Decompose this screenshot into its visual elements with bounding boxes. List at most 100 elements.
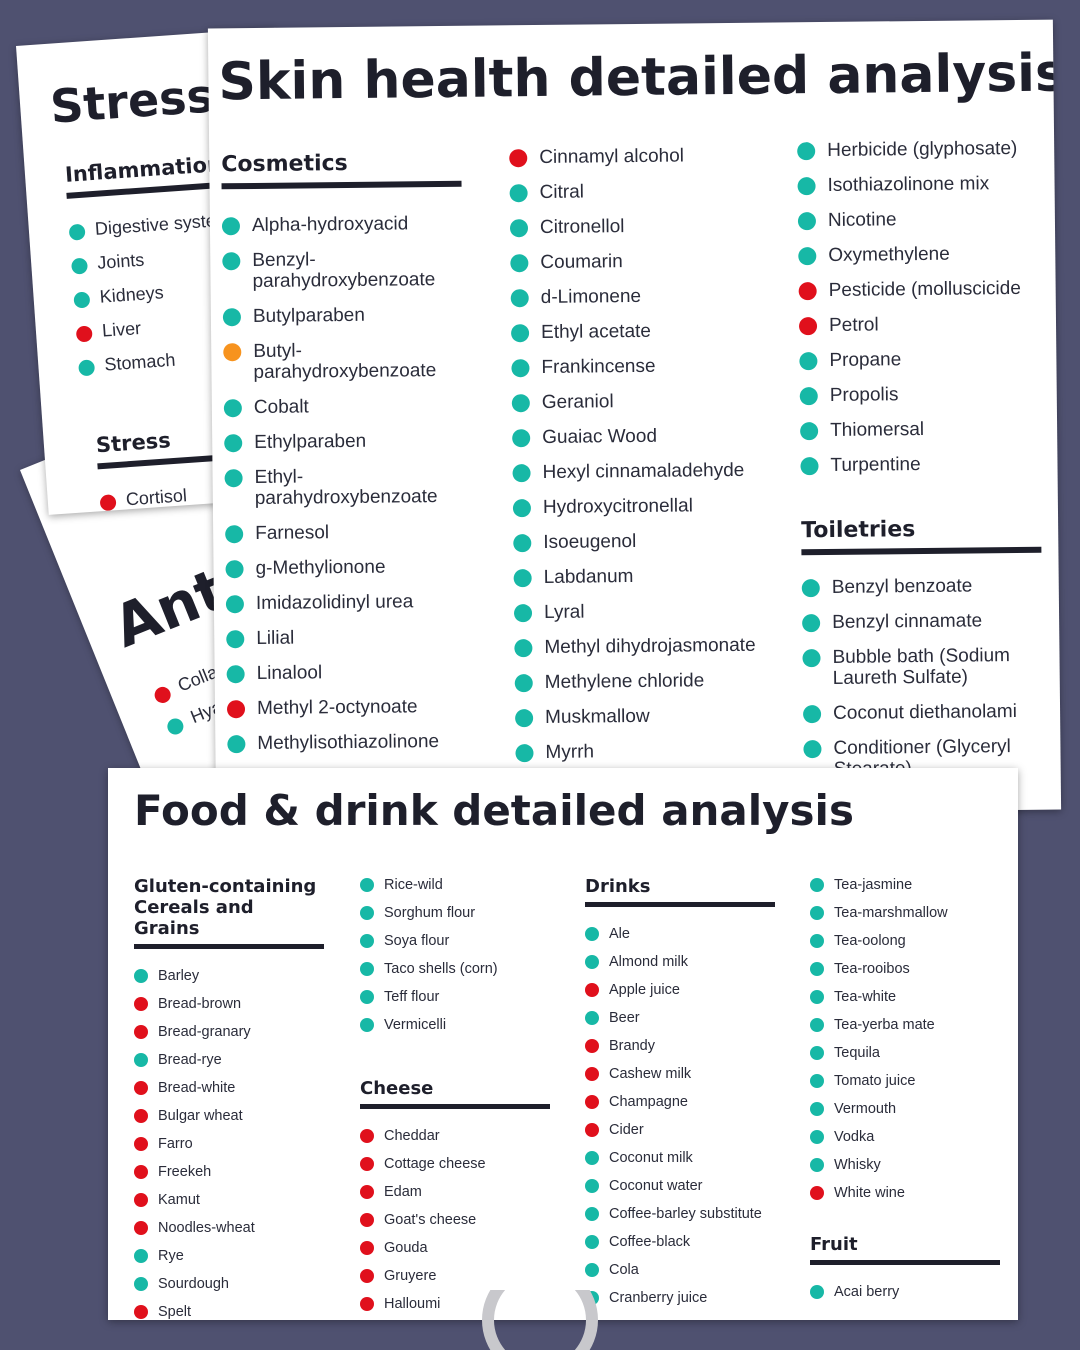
status-dot-icon [810, 1285, 824, 1299]
list-item: Gouda [360, 1239, 550, 1267]
status-dot-icon [70, 257, 89, 275]
item-label: Propane [829, 349, 902, 371]
item-label: Methyl 2-octynoate [256, 696, 418, 719]
item-label: Benzyl-parahydroxybenzoate [252, 249, 436, 292]
list-item: Cola [585, 1261, 775, 1289]
item-label: Rye [158, 1248, 184, 1264]
list-item: Ethyl-parahydroxybenzoate [224, 465, 454, 509]
cosmetics-heading: Cosmetics [221, 149, 462, 190]
status-dot-icon [134, 1109, 148, 1123]
list-item: Coffee-black [585, 1233, 775, 1261]
status-dot-icon [134, 1221, 148, 1235]
item-label: Tea-white [834, 989, 897, 1005]
list-item: Benzyl cinnamate [802, 610, 1042, 634]
list-item: Isothiazolinone mix [797, 173, 1057, 197]
status-dot-icon [75, 325, 93, 343]
status-dot-icon [360, 1018, 374, 1032]
status-dot-icon [810, 1158, 824, 1172]
list-item: Bread-white [134, 1079, 324, 1107]
list-item: Muskmallow [515, 705, 765, 729]
status-dot-icon [585, 1207, 599, 1221]
status-dot-icon [585, 1179, 599, 1193]
list-item: Turpentine [800, 453, 1060, 477]
list-item: Bulgar wheat [134, 1107, 324, 1135]
item-label: Guaiac Wood [542, 425, 658, 448]
list-item: Vermouth [810, 1100, 1000, 1128]
item-label: d-Limonene [540, 285, 642, 308]
item-label: Vodka [834, 1129, 875, 1145]
item-label: Ale [609, 926, 630, 942]
item-label: Isoeugenol [543, 530, 637, 553]
loading-spinner-icon [482, 1290, 598, 1350]
item-label: Halloumi [384, 1296, 441, 1312]
item-label: Barley [158, 968, 200, 984]
list-item: Apple juice [585, 981, 775, 1009]
item-label: Methylisothiazolinone [257, 731, 440, 754]
list-item: Vermicelli [360, 1016, 550, 1044]
item-label: Vermicelli [384, 1017, 447, 1033]
status-dot-icon [134, 1249, 148, 1263]
status-dot-icon [226, 630, 245, 649]
status-dot-icon [585, 1039, 599, 1053]
list-item: d-Limonene [510, 285, 761, 309]
status-dot-icon [810, 1186, 824, 1200]
list-item: Taco shells (corn) [360, 960, 550, 988]
list-item: Coumarin [510, 250, 760, 274]
status-dot-icon [223, 343, 242, 362]
food-drink-title: Food & drink detailed analysis [134, 786, 854, 835]
status-dot-icon [797, 212, 817, 231]
list-item: g-Methylionone [225, 556, 455, 579]
list-item: Tequila [810, 1044, 1000, 1072]
status-dot-icon [513, 534, 532, 553]
status-dot-icon [810, 962, 824, 976]
item-label: Bread-white [158, 1080, 236, 1096]
status-dot-icon [512, 499, 532, 518]
status-dot-icon [513, 604, 533, 623]
item-label: Geraniol [541, 391, 614, 413]
status-dot-icon [360, 1213, 374, 1227]
stress-page-title: Stress [48, 68, 216, 134]
list-item: Ethyl acetate [511, 320, 761, 344]
status-dot-icon [798, 247, 817, 266]
item-label: Cortisol [125, 485, 188, 510]
skin-column-2: Cinnamyl alcohol Citral Citronellol Coumari… [509, 144, 796, 777]
status-dot-icon [224, 434, 243, 453]
item-label: Rice-wild [384, 877, 443, 893]
food-column-4-list: Tea-jasmine Tea-marshmallow Tea-oolong Tea-… [810, 876, 1000, 1212]
list-item: Edam [360, 1183, 550, 1211]
item-label: Soya flour [384, 933, 450, 949]
status-dot-icon [225, 525, 244, 544]
toiletries-heading: Toiletries [801, 515, 1042, 556]
status-dot-icon [511, 394, 530, 413]
status-dot-icon [134, 1193, 148, 1207]
list-item: Cashew milk [585, 1065, 775, 1093]
status-dot-icon [585, 983, 599, 997]
list-item: Linalool [226, 661, 457, 684]
list-item: Vodka [810, 1128, 1000, 1156]
item-label: Goat's cheese [384, 1212, 477, 1228]
status-dot-icon [512, 464, 531, 483]
status-dot-icon [134, 1025, 148, 1039]
status-dot-icon [360, 1129, 374, 1143]
list-item: Noodles-wheat [134, 1219, 324, 1247]
item-label: Gruyere [384, 1268, 437, 1284]
status-dot-icon [585, 1263, 599, 1277]
list-item: Acai berry [810, 1283, 1000, 1311]
status-dot-icon [800, 422, 819, 441]
item-label: Tea-jasmine [834, 877, 913, 893]
item-label: Vermouth [834, 1101, 897, 1117]
fruit-heading: Fruit [810, 1234, 1000, 1265]
list-item: Methyl 2-octynoate [226, 696, 457, 719]
list-item: Champagne [585, 1093, 775, 1121]
status-dot-icon [810, 934, 824, 948]
status-dot-icon [509, 184, 528, 203]
drinks-heading: Drinks [585, 876, 775, 907]
list-item: Ale [585, 925, 775, 953]
list-item: Nicotine [797, 208, 1058, 232]
list-item: Methylisothiazolinone [227, 731, 457, 754]
list-item: Bread-granary [134, 1023, 324, 1051]
item-label: Freekeh [158, 1164, 212, 1180]
status-dot-icon [360, 934, 374, 948]
item-label: Cola [609, 1262, 639, 1278]
item-label: Tea-oolong [834, 933, 906, 949]
